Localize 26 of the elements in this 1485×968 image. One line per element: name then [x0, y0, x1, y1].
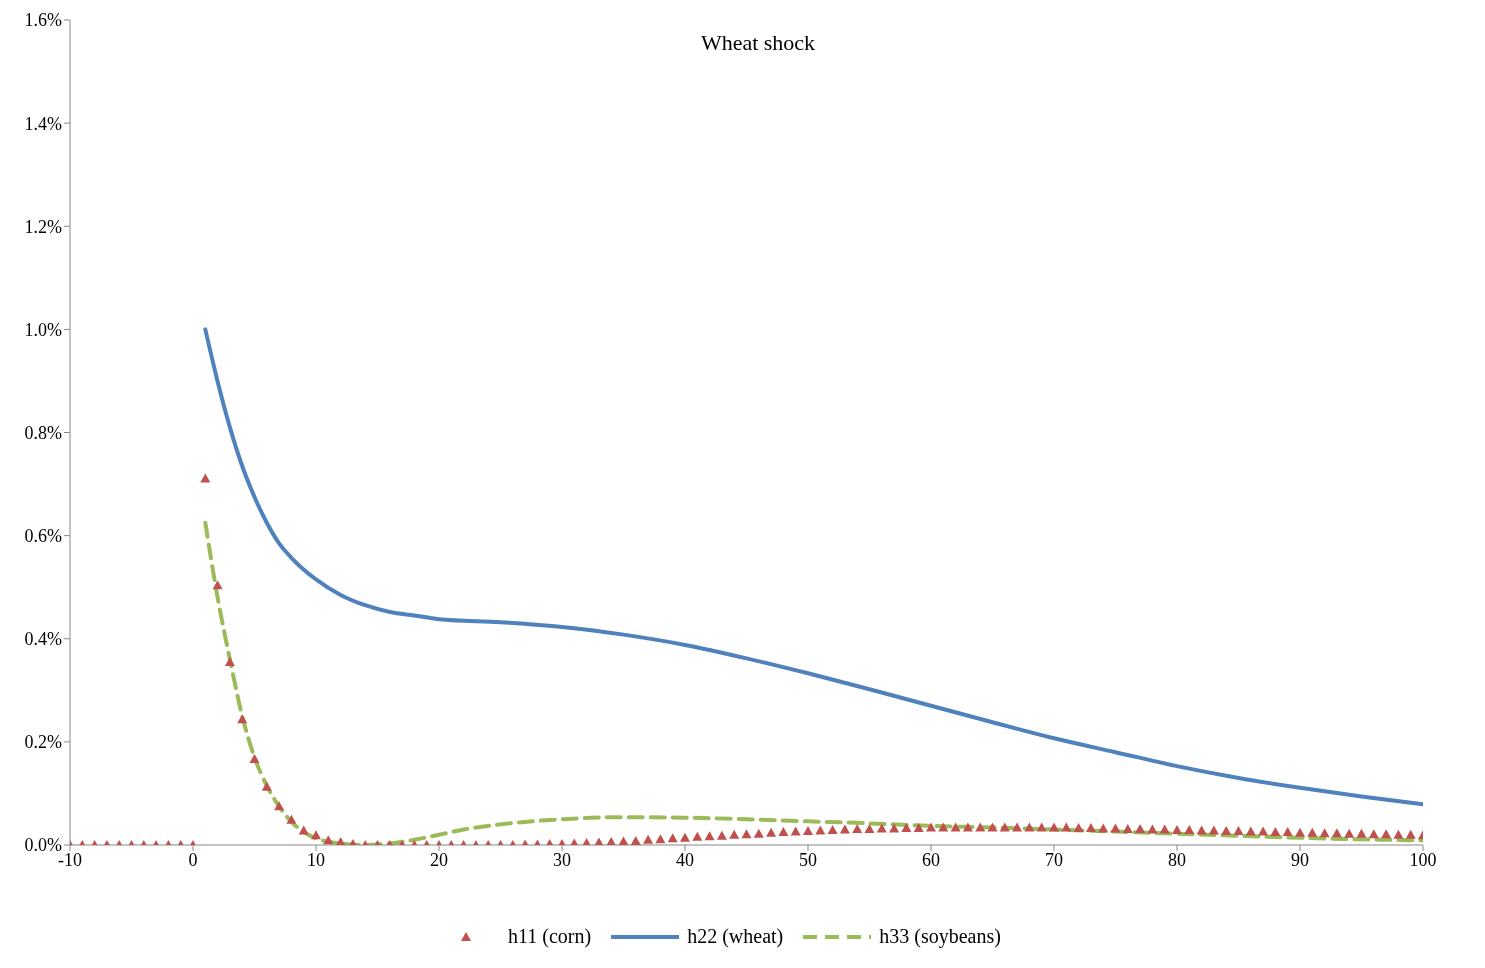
x-tick-label: 30	[553, 849, 571, 870]
y-tick-label: 1.0%	[24, 319, 62, 340]
y-tick-label: 0.2%	[24, 732, 62, 753]
text: Wheat shock	[699, 30, 817, 56]
y-tick-label: 0.8%	[24, 422, 62, 443]
x-tick-label: 40	[676, 849, 694, 870]
x-tick-label: 90	[1291, 849, 1309, 870]
x-tick-label: 80	[1168, 849, 1186, 870]
y-tick-label: 0.4%	[24, 629, 62, 650]
legend-label: h22 (wheat)	[687, 925, 784, 948]
x-tick-label: 20	[430, 849, 448, 870]
y-tick-label: 0.6%	[24, 526, 62, 547]
legend-label: h33 (soybeans)	[879, 925, 1001, 948]
x-tick-label: 10	[307, 849, 325, 870]
line-series	[203, 520, 1423, 845]
x-tick-label: 0	[188, 849, 198, 870]
y-tick-label: 1.2%	[24, 216, 62, 237]
y-tick-label: 1.6%	[24, 10, 62, 31]
x-tick-label: 70	[1045, 849, 1063, 870]
x-tick-label: 50	[799, 849, 817, 870]
x-tick-label: 100	[1409, 849, 1437, 870]
line-series	[203, 327, 1423, 807]
y-tick-label: 1.4%	[24, 113, 62, 134]
x-tick-label: 60	[922, 849, 940, 870]
y-tick-label: 0.0%	[24, 835, 62, 856]
legend-label: h11 (corn)	[508, 925, 592, 948]
